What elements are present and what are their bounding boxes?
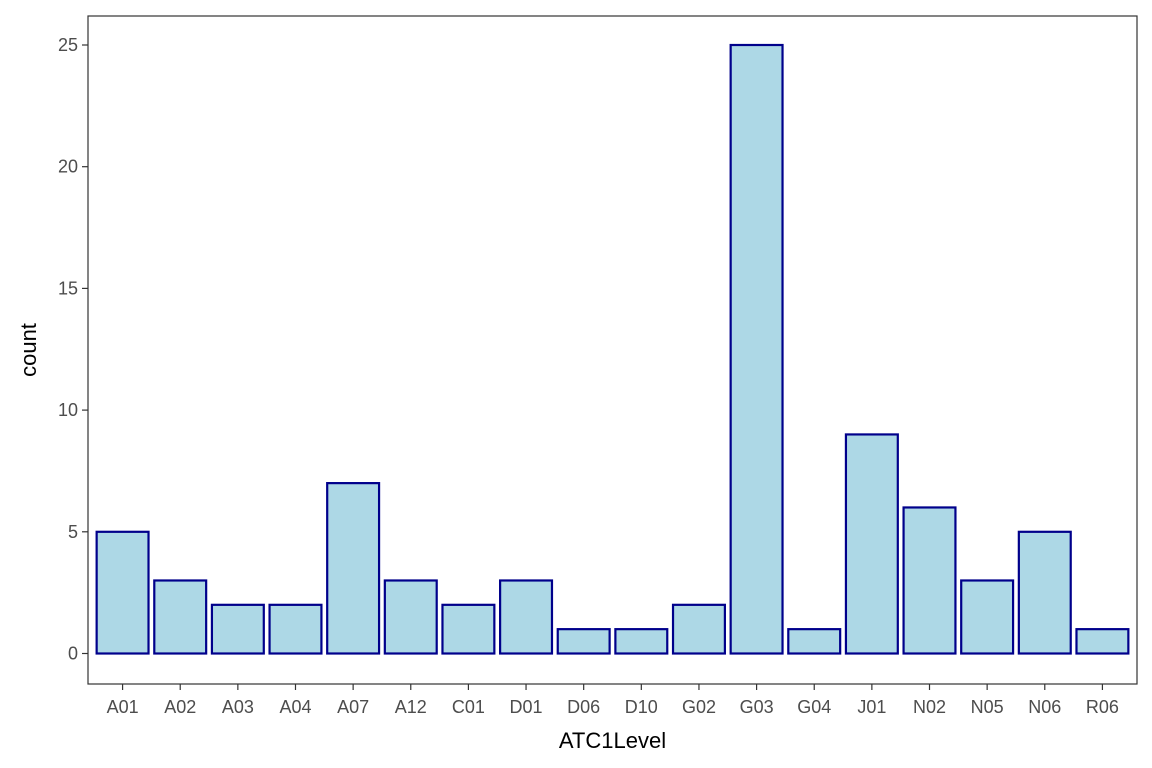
x-tick-label-A03: A03 xyxy=(222,697,254,717)
bar-R06 xyxy=(1075,628,1130,655)
x-axis: A01 A02 A03 A04 A07 A12 C01 D01 D06 D10 G02 G03 G04 J… xyxy=(107,684,1119,717)
y-tick-label: 15 xyxy=(58,278,78,298)
x-tick-label-A01: A01 xyxy=(107,697,139,717)
y-tick-label: 25 xyxy=(58,35,78,55)
x-tick-label-N05: N05 xyxy=(971,697,1004,717)
x-tick-label-D01: D01 xyxy=(510,697,543,717)
bar-G02 xyxy=(671,603,726,655)
y-tick-label: 10 xyxy=(58,400,78,420)
bar-D01 xyxy=(499,579,554,655)
x-tick-label-D10: D10 xyxy=(625,697,658,717)
y-tick-label: 20 xyxy=(58,157,78,177)
panel-border xyxy=(87,15,1138,685)
bar-G03 xyxy=(729,43,784,655)
y-tick-label: 5 xyxy=(68,522,78,542)
x-tick-label-N02: N02 xyxy=(913,697,946,717)
bar-D06 xyxy=(556,628,611,655)
bar-J01 xyxy=(844,433,899,655)
bar-N02 xyxy=(902,506,957,655)
x-tick-label-A07: A07 xyxy=(337,697,369,717)
bar-D10 xyxy=(614,628,669,655)
bar-A07 xyxy=(326,482,381,655)
bar-C01 xyxy=(441,603,496,655)
x-tick-label-R06: R06 xyxy=(1086,697,1119,717)
x-tick-label-G02: G02 xyxy=(682,697,716,717)
bar-N05 xyxy=(960,579,1015,655)
x-tick-label-D06: D06 xyxy=(567,697,600,717)
x-tick-label-A12: A12 xyxy=(395,697,427,717)
x-tick-label-A04: A04 xyxy=(279,697,311,717)
bar-G04 xyxy=(787,628,842,655)
x-tick-label-A02: A02 xyxy=(164,697,196,717)
y-axis-title: count xyxy=(16,323,41,377)
bar-A03 xyxy=(210,603,265,655)
x-tick-label-N06: N06 xyxy=(1028,697,1061,717)
y-axis: 0 5 10 15 20 25 xyxy=(58,35,88,664)
y-tick-label: 0 xyxy=(68,644,78,664)
x-tick-label-J01: J01 xyxy=(857,697,886,717)
bar-A02 xyxy=(153,579,208,655)
x-axis-title: ATC1Level xyxy=(559,728,666,753)
bar-A01 xyxy=(95,530,150,655)
bar-A04 xyxy=(268,603,323,655)
bars-group xyxy=(95,43,1130,655)
bar-N06 xyxy=(1017,530,1072,655)
bar-A12 xyxy=(383,579,438,655)
x-tick-label-G03: G03 xyxy=(740,697,774,717)
x-tick-label-G04: G04 xyxy=(797,697,831,717)
x-tick-label-C01: C01 xyxy=(452,697,485,717)
